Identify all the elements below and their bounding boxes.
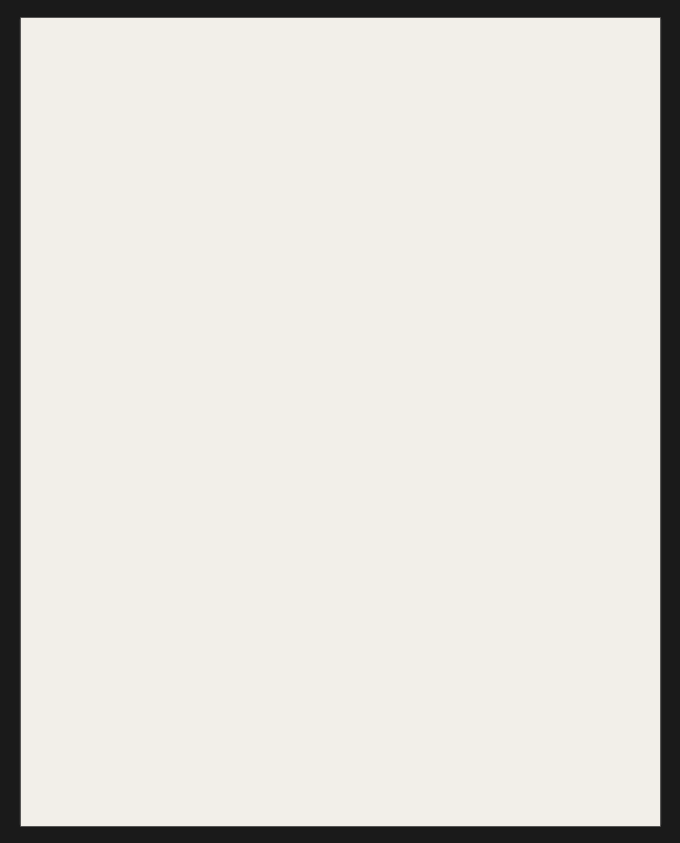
Text: 9: 9 [507, 743, 513, 753]
Text: 17: 17 [510, 75, 522, 85]
Text: 8 KLL 1: 8 KLL 1 [45, 810, 86, 820]
Text: 6: 6 [427, 75, 433, 85]
Circle shape [417, 67, 443, 93]
Text: 12: 12 [143, 353, 153, 362]
Circle shape [317, 87, 343, 113]
Text: 8: 8 [76, 646, 82, 656]
Text: 4: 4 [327, 95, 333, 105]
Text: 14: 14 [131, 300, 143, 310]
Text: 11: 11 [409, 753, 419, 762]
Text: 13: 13 [143, 393, 153, 402]
Text: 2: 2 [411, 760, 416, 769]
Circle shape [503, 67, 529, 93]
Polygon shape [75, 598, 292, 640]
Text: 3: 3 [484, 755, 490, 765]
Circle shape [297, 752, 323, 778]
Circle shape [135, 347, 161, 373]
Text: 1: 1 [280, 110, 286, 120]
Circle shape [573, 102, 599, 128]
Text: 5: 5 [307, 760, 313, 770]
Text: 5: 5 [212, 165, 218, 175]
Text: 2: 2 [146, 400, 150, 409]
Text: 19: 19 [557, 725, 569, 735]
Polygon shape [75, 636, 292, 678]
Text: 17: 17 [548, 480, 560, 490]
Circle shape [541, 472, 567, 498]
Circle shape [99, 342, 125, 368]
Circle shape [474, 747, 500, 773]
Circle shape [100, 477, 126, 503]
Polygon shape [75, 674, 292, 716]
Text: 3: 3 [245, 509, 250, 518]
Text: 18: 18 [580, 110, 592, 120]
Circle shape [242, 122, 268, 148]
Text: 12: 12 [143, 359, 153, 368]
Circle shape [235, 497, 261, 523]
Circle shape [100, 527, 126, 553]
Text: 8: 8 [76, 610, 82, 620]
Text: 8: 8 [109, 350, 115, 360]
Circle shape [401, 747, 427, 773]
Circle shape [423, 747, 449, 773]
Circle shape [609, 726, 642, 758]
Text: 16: 16 [107, 535, 119, 545]
Circle shape [320, 745, 346, 771]
Circle shape [66, 602, 92, 628]
Circle shape [497, 735, 523, 761]
Circle shape [609, 94, 642, 126]
Text: 11: 11 [449, 691, 459, 700]
Text: 10: 10 [249, 130, 261, 140]
Text: 15: 15 [327, 753, 339, 763]
Text: 13: 13 [243, 503, 253, 512]
Circle shape [609, 414, 642, 446]
Circle shape [270, 102, 296, 128]
Text: 2: 2 [452, 697, 456, 706]
Circle shape [124, 292, 150, 318]
Text: 8: 8 [76, 684, 82, 694]
Circle shape [66, 638, 92, 664]
Circle shape [202, 157, 228, 183]
Circle shape [550, 717, 576, 743]
Circle shape [66, 676, 92, 702]
Text: 2: 2 [433, 755, 439, 765]
Text: 7: 7 [110, 485, 116, 495]
Circle shape [441, 685, 467, 711]
Circle shape [135, 387, 161, 413]
